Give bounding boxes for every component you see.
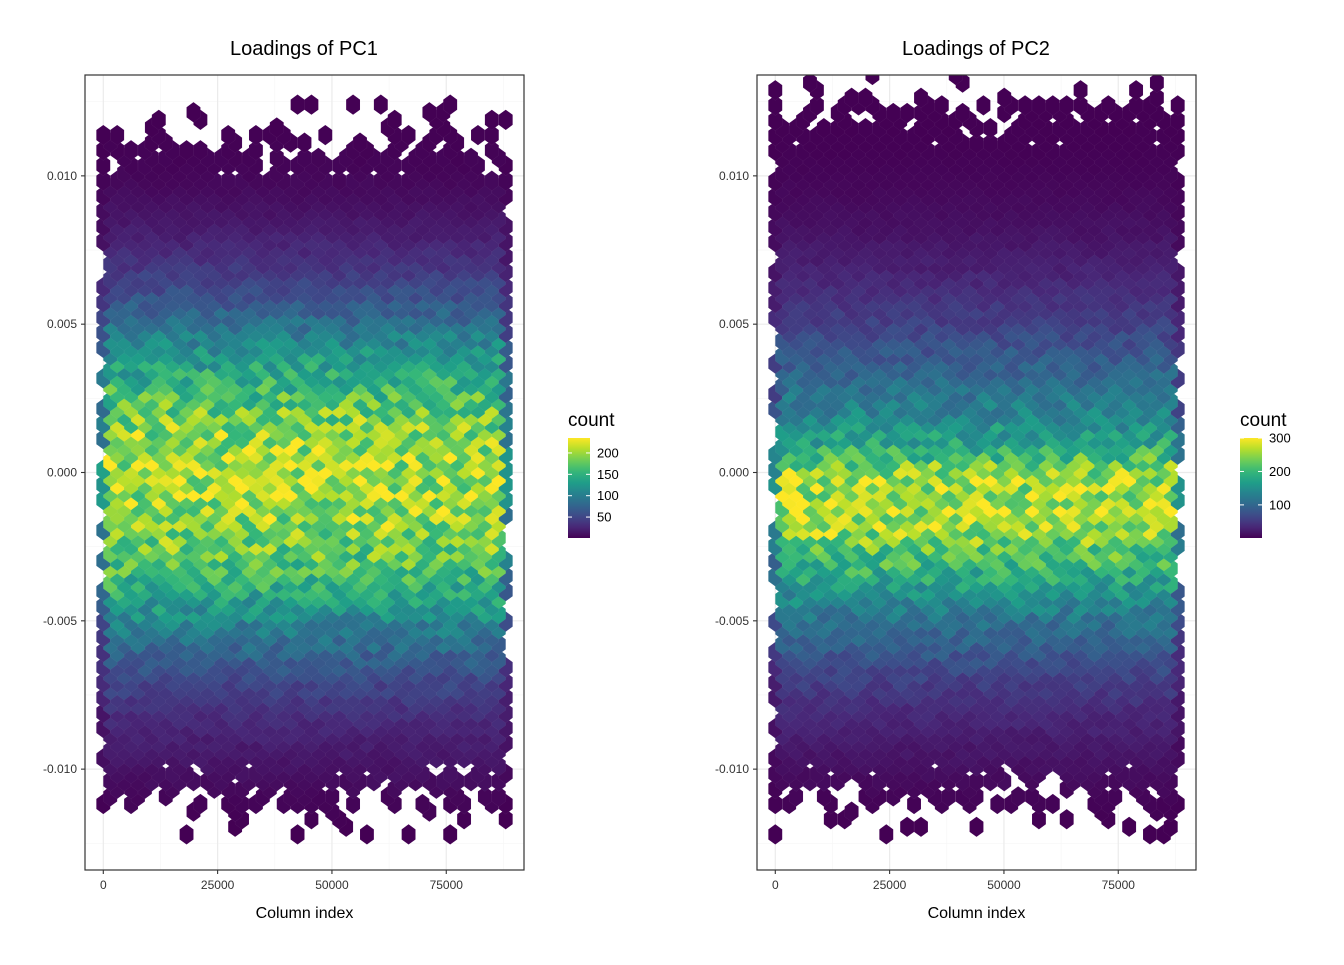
x-axis: 0 25000 50000 75000 [100, 870, 463, 892]
x-axis-label: Column index [256, 905, 354, 922]
x-tick-label: 0 [100, 878, 107, 892]
x-tick-label: 50000 [315, 878, 349, 892]
y-tick-label: 0.005 [47, 317, 77, 331]
legend-tick-label: 100 [597, 488, 619, 503]
legend-tick-label: 150 [597, 467, 619, 482]
legend-tick-label: 50 [597, 510, 611, 525]
hexbin-layer [768, 65, 1184, 845]
x-tick-label: 75000 [430, 878, 464, 892]
legend-title: count [568, 410, 615, 431]
x-tick-label: 25000 [201, 878, 235, 892]
hexbin-layer [96, 95, 512, 845]
y-axis: -0.010 -0.005 0.000 0.005 0.010 [43, 169, 85, 776]
legend-tick-label: 200 [597, 445, 619, 460]
legend: count 50 100 150 200 [568, 410, 619, 538]
y-tick-label: 0.000 [47, 466, 77, 480]
y-tick-label: -0.005 [43, 614, 77, 628]
y-tick-label: -0.010 [43, 762, 77, 776]
chart-title: Loadings of PC1 [230, 38, 378, 60]
chart-panel-1: 0 25000 50000 75000 -0.010 -0.005 0.000 0.005 0.… [43, 38, 619, 960]
y-tick-label: 0.010 [47, 169, 77, 183]
